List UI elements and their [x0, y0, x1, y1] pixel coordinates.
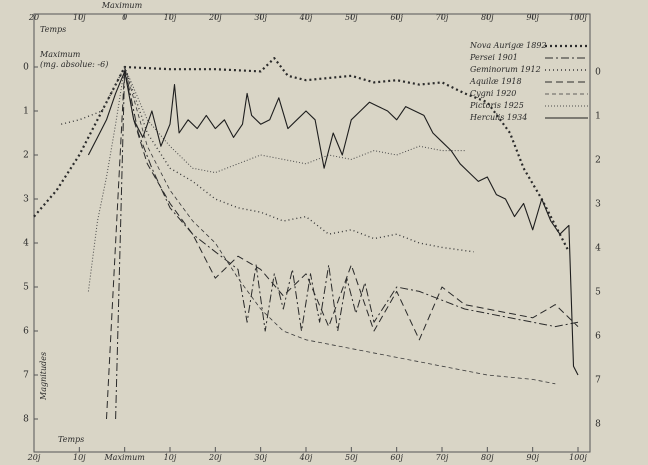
x-tick-label-bottom: 30j — [254, 453, 267, 462]
y-tick-label-right: 7 — [595, 376, 601, 386]
x-tick-label: 90j — [526, 13, 539, 22]
y-tick-label: 5 — [23, 283, 29, 293]
x-tick-label: 30j — [254, 13, 267, 22]
y-tick-label-right: 5 — [595, 288, 601, 298]
x-tick-label-bottom: 10j — [164, 453, 177, 462]
x-tick-label-bottom: 20j — [27, 453, 41, 462]
x-tick-label: 10j — [164, 13, 177, 22]
y-tick-label: 3 — [23, 195, 29, 205]
time-label-top: Temps — [40, 25, 66, 34]
series-line — [106, 66, 579, 420]
x-tick-label: 20 — [28, 13, 39, 22]
x-tick-label-bottom: 20j — [208, 453, 222, 462]
legend-label: Geminorum 1912 — [470, 65, 541, 74]
x-tick-label: 80j — [481, 13, 494, 22]
x-tick-label-bottom: 100j — [569, 453, 587, 462]
y-tick-label-right: 0 — [595, 68, 601, 78]
x-tick-label-bottom: 40j — [299, 453, 313, 462]
legend-label: Herculis 1934 — [469, 113, 527, 122]
y-tick-label: 1 — [23, 107, 29, 117]
x-tick-label-bottom: Maximum — [103, 453, 145, 462]
x-tick-label: 100j — [569, 13, 587, 22]
x-tick-label: 0 — [122, 13, 127, 22]
series-line — [87, 66, 465, 292]
legend-label: Nova Aurigæ 1892 — [469, 41, 547, 50]
y-tick-label: 2 — [23, 151, 29, 161]
y-tick-label-right: 2 — [595, 156, 601, 166]
x-tick-label: 50j — [345, 13, 358, 22]
series-line — [124, 66, 556, 385]
x-tick-label-bottom: 80j — [481, 453, 494, 462]
max-note: Maximum — [39, 50, 81, 59]
y-tick-label: 6 — [23, 327, 29, 337]
y-tick-label-right: 3 — [595, 200, 601, 210]
series-line — [115, 66, 579, 420]
x-tick-label-bottom: 50j — [345, 453, 358, 462]
x-tick-label-bottom: 70j — [436, 453, 449, 462]
y-tick-label: 8 — [23, 415, 29, 425]
x-tick-label: 40j — [299, 13, 313, 22]
y-axis-label: Magnitudes — [39, 352, 48, 401]
top-axis-label: Maximum — [101, 1, 143, 10]
series-line — [87, 70, 579, 376]
y-tick-label: 0 — [23, 63, 29, 73]
x-tick-label: 10j — [73, 13, 86, 22]
x-tick-label: 20j — [208, 13, 222, 22]
time-label-bottom: Temps — [58, 435, 84, 444]
x-tick-label-bottom: 60j — [390, 453, 403, 462]
x-tick-label-bottom: 10j — [73, 453, 86, 462]
legend-label: Persei 1901 — [469, 53, 518, 62]
legend-label: Aquilæ 1918 — [469, 77, 522, 86]
y-tick-label-right: 6 — [595, 332, 601, 342]
series-line — [33, 57, 570, 253]
legend-label: Cygni 1920 — [470, 89, 516, 98]
y-tick-label-right: 4 — [595, 244, 601, 254]
x-tick-label: 70j — [436, 13, 449, 22]
legend-label: Pictoris 1925 — [469, 101, 524, 110]
y-tick-label: 7 — [23, 371, 29, 381]
plot-frame — [33, 13, 591, 453]
y-tick-label-right: 1 — [595, 112, 601, 122]
max-note-sub: (mg. absolue: -6) — [40, 60, 108, 69]
y-tick-label: 4 — [23, 239, 29, 249]
x-tick-label-bottom: 90j — [526, 453, 539, 462]
x-tick-label: 60j — [390, 13, 403, 22]
y-tick-label-right: 8 — [595, 420, 601, 430]
